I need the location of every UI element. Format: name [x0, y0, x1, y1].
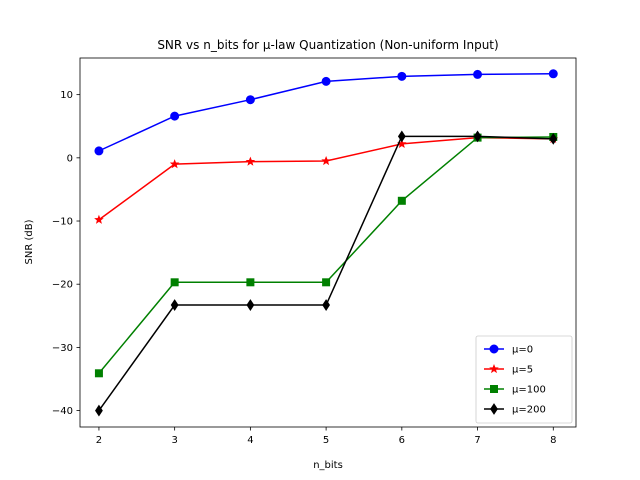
legend-label: µ=100 — [512, 385, 546, 396]
data-point-mu-200 — [397, 130, 406, 143]
x-tick-label: 4 — [247, 435, 253, 446]
y-tick-label: 0 — [67, 153, 73, 164]
series-mu-0 — [94, 69, 558, 156]
data-point-mu-200 — [170, 299, 179, 311]
legend-entry-mu-200: µ=200 — [484, 403, 546, 416]
legend-swatch-marker — [490, 403, 498, 415]
legend-box — [475, 335, 573, 424]
data-point-mu-5 — [94, 214, 104, 224]
data-point-mu-200 — [246, 299, 255, 311]
data-point-mu-200 — [95, 404, 103, 417]
y-axis: −40 −30 −20 −10 0 10 — [52, 90, 80, 417]
data-point-mu-200 — [549, 132, 558, 145]
data-point-mu-200 — [473, 130, 482, 143]
data-point-mu-5 — [321, 155, 331, 166]
x-axis-label: n_bits — [313, 460, 343, 471]
plot-content — [94, 69, 559, 417]
plot-frame — [79, 57, 577, 428]
y-axis-label: SNR (dB) — [24, 219, 35, 264]
data-point-mu-100 — [246, 278, 255, 287]
data-point-mu-0 — [548, 69, 558, 79]
legend: µ=0 µ=5 µ=100 µ=200 — [475, 335, 573, 424]
legend-swatch-marker — [490, 385, 498, 393]
data-point-mu-0 — [321, 76, 331, 86]
data-point-mu-100 — [170, 278, 179, 287]
chart-title: SNR vs n_bits for µ-law Quantization (No… — [157, 38, 498, 52]
legend-label: µ=0 — [512, 345, 533, 356]
legend-entry-mu-0: µ=0 — [484, 344, 533, 356]
data-point-mu-200 — [322, 299, 331, 311]
legend-swatch-marker — [489, 344, 499, 354]
data-point-mu-0 — [170, 111, 180, 121]
series-mu-200 — [95, 130, 558, 417]
y-tick-label: −10 — [52, 217, 73, 228]
legend-entry-mu-100: µ=100 — [484, 385, 546, 396]
data-point-mu-0 — [397, 71, 407, 81]
y-tick-label: −30 — [52, 343, 73, 354]
x-tick-label: 7 — [474, 435, 480, 446]
data-point-mu-100 — [322, 278, 331, 287]
x-tick-label: 5 — [323, 435, 329, 446]
data-point-mu-5 — [245, 156, 256, 166]
y-tick-label: −40 — [52, 406, 73, 417]
x-tick-label: 2 — [96, 435, 102, 446]
data-point-mu-0 — [94, 146, 104, 156]
x-tick-label: 3 — [171, 435, 177, 446]
x-tick-label: 8 — [550, 435, 556, 446]
legend-label: µ=200 — [512, 405, 546, 416]
x-tick-label: 6 — [399, 435, 405, 446]
data-point-mu-5 — [169, 159, 180, 169]
y-tick-label: 10 — [60, 90, 73, 101]
legend-label: µ=5 — [512, 365, 533, 376]
x-axis: 2 3 4 5 6 7 8 — [96, 427, 556, 446]
y-tick-label: −20 — [52, 280, 73, 291]
data-point-mu-0 — [245, 95, 255, 105]
data-point-mu-100 — [94, 369, 103, 378]
legend-entry-mu-5: µ=5 — [484, 363, 533, 376]
legend-swatch-marker — [489, 363, 499, 374]
data-point-mu-100 — [397, 196, 406, 205]
data-point-mu-0 — [473, 69, 483, 79]
